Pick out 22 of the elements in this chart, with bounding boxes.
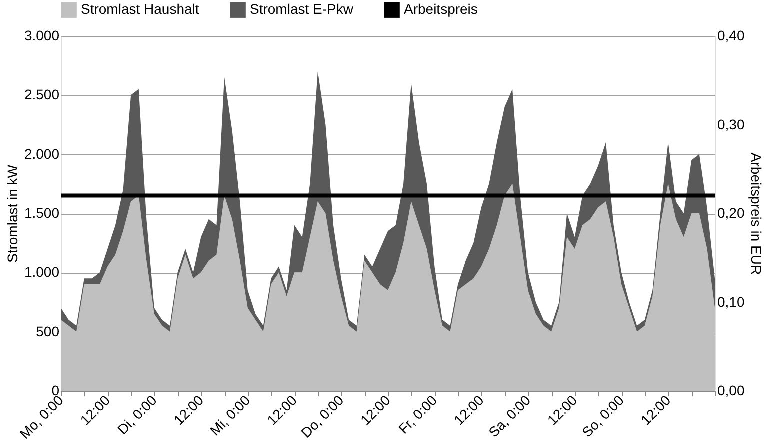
y-tick-label: 3.000 xyxy=(24,28,60,44)
y-tick-label: 500 xyxy=(36,323,60,340)
x-tick-label: Di, 0:00 xyxy=(114,392,160,438)
y2-tick-label: 0,00 xyxy=(718,382,745,398)
legend-label: Arbeitspreis xyxy=(404,1,478,18)
x-tick-label: Do, 0:00 xyxy=(298,392,347,441)
x-tick-label: Fr, 0:00 xyxy=(395,392,440,438)
y-axis-title: Stromlast in kW xyxy=(4,164,20,264)
y2-tick-label: 0,30 xyxy=(718,116,745,132)
legend-label: Stromlast E-Pkw xyxy=(250,1,354,18)
y-tick-label: 1.500 xyxy=(24,205,60,221)
legend-label: Stromlast Haushalt xyxy=(81,1,200,18)
y-tick-label: 1.000 xyxy=(24,264,60,280)
y-tick-label: 2.500 xyxy=(24,86,60,103)
x-tick-label: Mi, 0:00 xyxy=(206,392,254,439)
y2-tick-label: 0,20 xyxy=(718,205,745,221)
y2-tick-label: 0,40 xyxy=(718,28,745,44)
x-tick-label: Sa, 0:00 xyxy=(485,392,534,440)
x-tick-label: So, 0:00 xyxy=(578,392,628,440)
y-tick-label: 2.000 xyxy=(24,146,60,162)
y2-tick-label: 0,10 xyxy=(718,294,745,310)
y2-axis-title: Arbeitspreis in EUR xyxy=(748,152,765,276)
